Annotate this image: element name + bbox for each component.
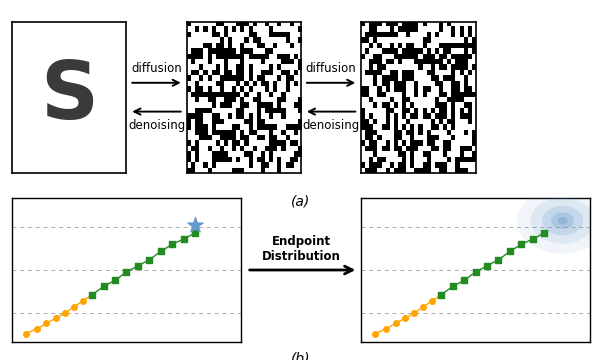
Point [51,315,60,321]
Point [391,321,400,327]
Point [133,263,143,269]
Point [144,257,154,262]
Text: S: S [40,58,98,136]
Point [459,278,469,283]
Point [21,331,31,337]
Point [87,292,97,298]
Point [99,284,108,289]
Ellipse shape [530,198,595,244]
Point [60,310,69,316]
Point [482,263,492,269]
Point [427,298,437,304]
Point [409,310,418,316]
Ellipse shape [551,212,574,229]
Point [539,230,549,236]
Point [87,292,97,298]
Point [33,326,42,332]
Text: (a): (a) [291,194,311,208]
Ellipse shape [542,206,583,235]
Point [436,292,446,298]
Point [122,269,131,275]
Point [505,249,515,255]
Point [156,249,166,255]
Point [190,230,200,236]
Point [78,298,88,304]
Text: Endpoint
Distribution: Endpoint Distribution [261,235,341,263]
Point [370,331,380,337]
Text: diffusion: diffusion [131,62,182,75]
Ellipse shape [517,188,602,253]
Ellipse shape [557,217,568,224]
Point [190,222,200,228]
Point [110,278,120,283]
Text: diffusion: diffusion [306,62,356,75]
Point [400,315,409,321]
Point [69,304,79,310]
Point [42,321,51,327]
Point [448,284,458,289]
Text: denoising: denoising [128,119,185,132]
Point [494,257,503,262]
Point [471,269,480,275]
Point [517,242,526,247]
Point [418,304,428,310]
Point [179,236,188,242]
Point [167,242,177,247]
Point [382,326,391,332]
Text: (b): (b) [291,351,311,360]
Text: denoising: denoising [302,119,360,132]
Point [436,292,446,298]
Point [528,236,538,242]
